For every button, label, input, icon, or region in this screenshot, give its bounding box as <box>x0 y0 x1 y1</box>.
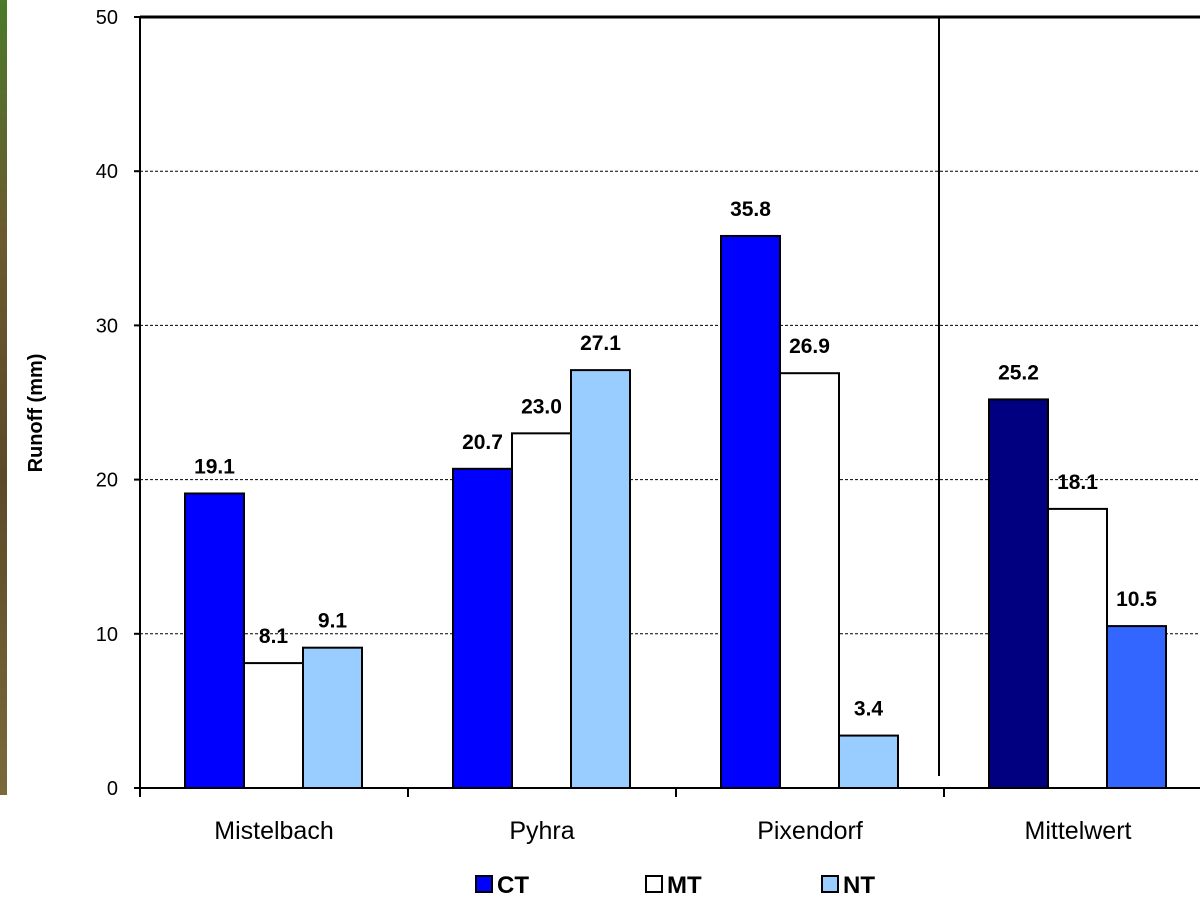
legend-swatch-mt <box>645 875 663 893</box>
data-label: 3.4 <box>854 698 884 721</box>
data-label: 8.1 <box>259 625 289 648</box>
data-label: 19.1 <box>194 455 235 478</box>
legend-label-nt: NT <box>843 872 875 899</box>
legend-swatch-nt <box>821 875 839 893</box>
data-label: 20.7 <box>462 431 503 454</box>
bar-mt-mistelbach <box>243 662 304 790</box>
data-label: 26.9 <box>789 335 830 358</box>
legend-swatch-ct <box>475 875 493 893</box>
y-tick-label: 30 <box>96 315 118 337</box>
background-photo-strip <box>0 0 7 795</box>
bar-nt-pyhra <box>570 369 631 789</box>
data-label: 27.1 <box>580 332 621 355</box>
y-tick-label: 20 <box>96 470 118 492</box>
y-axis-label: Runoff (mm) <box>25 354 47 473</box>
bar-nt-pixendorf <box>838 734 899 790</box>
category-label: Pyhra <box>509 817 574 845</box>
bar-nt-mistelbach <box>302 646 363 789</box>
bar-ct-mittelwert <box>988 398 1049 789</box>
data-label: 18.1 <box>1057 471 1098 494</box>
legend-label-ct: CT <box>497 872 529 899</box>
data-label: 25.2 <box>998 361 1039 384</box>
bar-mt-mittelwert <box>1047 507 1108 789</box>
bar-mt-pyhra <box>511 432 572 789</box>
category-label: Mistelbach <box>214 817 334 845</box>
bar-nt-mittelwert <box>1106 625 1167 790</box>
bar-mt-pixendorf <box>779 372 840 789</box>
y-tick-label: 10 <box>96 624 118 646</box>
bar-ct-pyhra <box>452 467 513 789</box>
y-tick-label: 40 <box>96 161 118 183</box>
data-label: 10.5 <box>1116 588 1157 611</box>
bar-ct-pixendorf <box>720 234 781 790</box>
category-label: Pixendorf <box>757 817 863 845</box>
legend-label-mt: MT <box>667 872 702 899</box>
data-label: 9.1 <box>318 610 348 633</box>
y-tick-label: 0 <box>107 778 118 800</box>
y-tick-label: 50 <box>96 7 118 29</box>
category-label: Mittelwert <box>1025 817 1132 845</box>
data-label: 23.0 <box>521 395 562 418</box>
data-label: 35.8 <box>730 198 771 221</box>
bar-ct-mistelbach <box>184 492 245 789</box>
